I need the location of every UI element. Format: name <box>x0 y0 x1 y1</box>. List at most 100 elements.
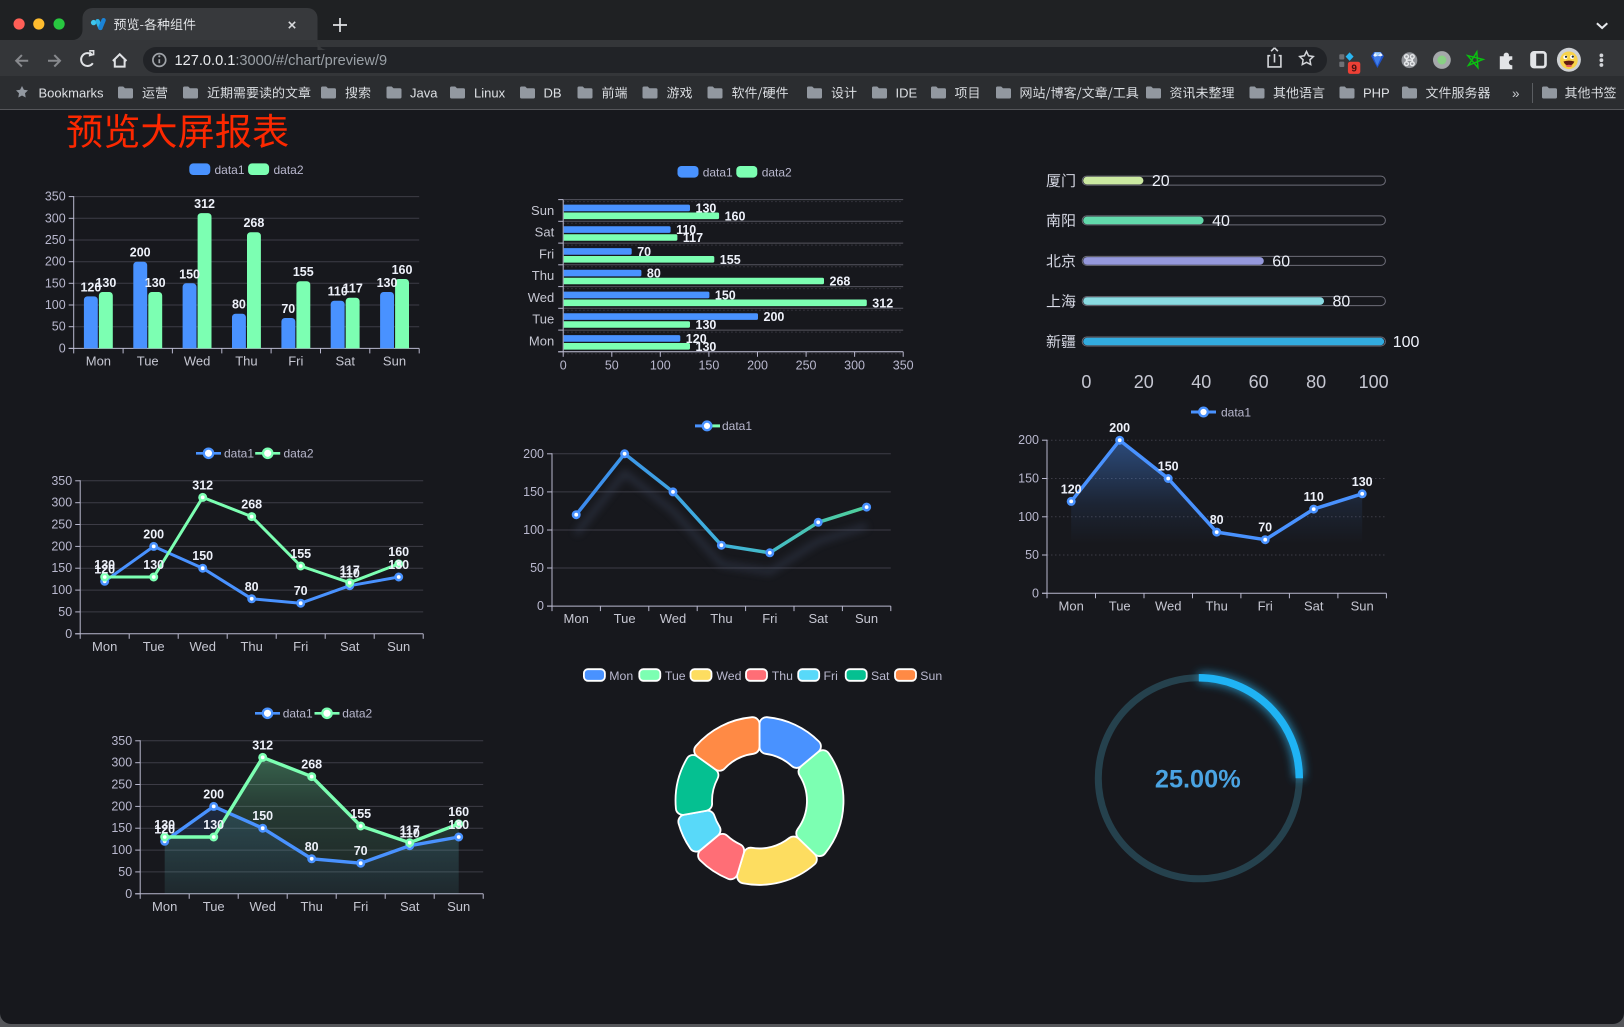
svg-text:Thu: Thu <box>532 268 554 283</box>
svg-text:0: 0 <box>125 887 132 901</box>
svg-text:PHP: PHP <box>1363 86 1390 101</box>
svg-text:80: 80 <box>1333 294 1351 311</box>
svg-text:312: 312 <box>194 197 215 211</box>
svg-text:20: 20 <box>1152 173 1170 190</box>
svg-text:350: 350 <box>893 358 914 372</box>
svg-text:200: 200 <box>523 447 544 461</box>
svg-text:80: 80 <box>647 267 661 281</box>
svg-text:data2: data2 <box>284 447 314 461</box>
svg-text:Wed: Wed <box>716 669 741 683</box>
svg-text:130: 130 <box>388 558 409 572</box>
svg-text:117: 117 <box>683 231 703 245</box>
svg-text:150: 150 <box>192 549 213 563</box>
svg-text:Java: Java <box>410 86 438 101</box>
svg-text:Wed: Wed <box>528 290 555 305</box>
svg-text:300: 300 <box>45 211 66 225</box>
svg-text:Sun: Sun <box>387 639 410 654</box>
svg-text:Tue: Tue <box>143 639 165 654</box>
svg-text:Fri: Fri <box>539 247 554 262</box>
svg-text:Wed: Wed <box>189 639 216 654</box>
svg-text:Mon: Mon <box>86 353 111 368</box>
svg-text:130: 130 <box>377 276 398 290</box>
svg-text:Thu: Thu <box>240 639 262 654</box>
svg-text:110: 110 <box>400 827 420 841</box>
svg-text:Tue: Tue <box>1109 598 1131 613</box>
svg-text:0: 0 <box>537 599 544 613</box>
svg-text:Wed: Wed <box>184 353 211 368</box>
svg-text:100: 100 <box>1018 510 1039 524</box>
svg-text:160: 160 <box>725 209 746 223</box>
svg-text:Thu: Thu <box>710 611 732 626</box>
svg-text:Sun: Sun <box>531 203 554 218</box>
svg-text:Sat: Sat <box>400 899 420 914</box>
svg-text:Fri: Fri <box>353 899 368 914</box>
svg-text:70: 70 <box>637 245 651 259</box>
svg-text:Wed: Wed <box>249 899 276 914</box>
svg-text:data1: data1 <box>224 447 254 461</box>
svg-text:Sun: Sun <box>383 353 406 368</box>
svg-text:Sat: Sat <box>871 669 890 683</box>
svg-text:100: 100 <box>523 523 544 537</box>
svg-text:40: 40 <box>1191 372 1211 392</box>
svg-text:Sun: Sun <box>1351 598 1374 613</box>
svg-text:268: 268 <box>301 758 322 772</box>
svg-text:150: 150 <box>1018 472 1039 486</box>
svg-text:Fri: Fri <box>293 639 308 654</box>
svg-text:150: 150 <box>179 267 200 281</box>
svg-text:250: 250 <box>45 233 66 247</box>
svg-text:300: 300 <box>111 756 132 770</box>
svg-text:IDE: IDE <box>896 86 918 101</box>
svg-text:200: 200 <box>111 799 132 813</box>
svg-text:130: 130 <box>145 276 166 290</box>
svg-text:117: 117 <box>340 564 360 578</box>
svg-text:Sun: Sun <box>447 899 470 914</box>
svg-text:Sat: Sat <box>808 611 828 626</box>
svg-text:Sat: Sat <box>1304 598 1324 613</box>
svg-text:300: 300 <box>51 496 72 510</box>
svg-text:80: 80 <box>232 298 246 312</box>
svg-text:130: 130 <box>203 818 224 832</box>
svg-text:Mon: Mon <box>564 611 589 626</box>
svg-text:200: 200 <box>1109 421 1130 435</box>
svg-text:Mon: Mon <box>152 899 177 914</box>
svg-text:200: 200 <box>203 787 224 801</box>
svg-text:0: 0 <box>560 358 567 372</box>
svg-text:Mon: Mon <box>529 333 554 348</box>
svg-text:120: 120 <box>686 332 707 346</box>
svg-text:130: 130 <box>95 276 116 290</box>
svg-text:130: 130 <box>696 202 717 216</box>
svg-text:data2: data2 <box>762 165 792 179</box>
svg-text:»: » <box>1512 86 1520 101</box>
svg-text:80: 80 <box>245 580 259 594</box>
svg-text:Sun: Sun <box>920 669 942 683</box>
svg-text:Tue: Tue <box>614 611 636 626</box>
svg-text:Fri: Fri <box>824 669 838 683</box>
svg-text:70: 70 <box>354 844 368 858</box>
svg-text:150: 150 <box>698 358 719 372</box>
svg-text:268: 268 <box>830 275 851 289</box>
svg-text:150: 150 <box>523 485 544 499</box>
svg-text:Bookmarks: Bookmarks <box>39 86 105 101</box>
svg-text:350: 350 <box>111 734 132 748</box>
svg-text:312: 312 <box>252 738 273 752</box>
svg-text:155: 155 <box>293 265 314 279</box>
svg-text:130: 130 <box>154 818 175 832</box>
svg-text:200: 200 <box>747 358 768 372</box>
svg-text:50: 50 <box>58 605 72 619</box>
svg-text:Thu: Thu <box>1205 598 1227 613</box>
svg-text:50: 50 <box>530 561 544 575</box>
svg-text:100: 100 <box>1393 334 1420 351</box>
svg-text:data1: data1 <box>722 419 752 433</box>
svg-text:Tue: Tue <box>203 899 225 914</box>
svg-text:200: 200 <box>130 246 151 260</box>
svg-text:70: 70 <box>281 302 295 316</box>
svg-text:25.00%: 25.00% <box>1155 765 1241 793</box>
svg-text:0: 0 <box>1032 586 1039 600</box>
svg-text:350: 350 <box>51 474 72 488</box>
svg-text:Tue: Tue <box>665 669 686 683</box>
svg-text:Mon: Mon <box>1059 598 1084 613</box>
svg-text:80: 80 <box>1210 513 1224 527</box>
svg-text:Thu: Thu <box>772 669 793 683</box>
svg-text:120: 120 <box>1061 482 1082 496</box>
svg-text:100: 100 <box>650 358 671 372</box>
